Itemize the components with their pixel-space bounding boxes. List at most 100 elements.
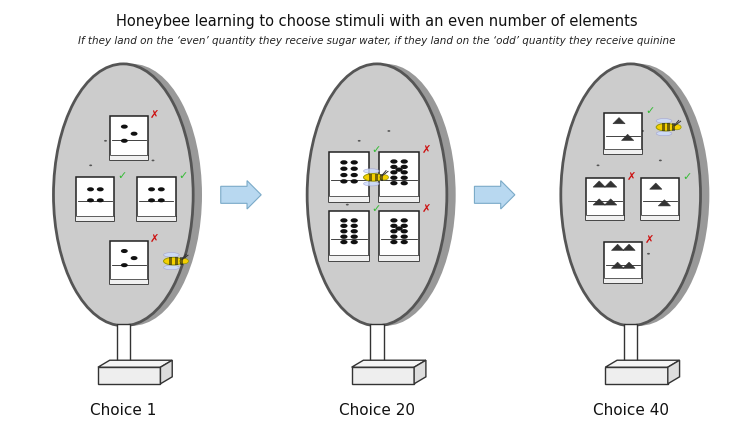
Bar (329, 255, 369, 261)
Ellipse shape (391, 240, 397, 244)
Bar (586, 179, 624, 220)
Ellipse shape (351, 218, 358, 223)
Bar (661, 123, 664, 131)
Ellipse shape (391, 159, 397, 164)
Polygon shape (658, 200, 670, 206)
Polygon shape (414, 360, 426, 384)
Ellipse shape (340, 235, 348, 239)
Bar (329, 152, 369, 202)
Ellipse shape (405, 160, 408, 161)
Ellipse shape (400, 175, 408, 180)
Polygon shape (611, 262, 624, 268)
Ellipse shape (54, 64, 193, 326)
Ellipse shape (395, 226, 403, 231)
Ellipse shape (87, 198, 94, 202)
Text: ✗: ✗ (149, 234, 159, 244)
Polygon shape (593, 181, 605, 187)
Ellipse shape (340, 224, 348, 228)
Bar (179, 257, 182, 265)
Ellipse shape (351, 229, 358, 233)
Ellipse shape (164, 265, 179, 270)
Ellipse shape (97, 198, 104, 202)
Ellipse shape (343, 164, 346, 166)
Ellipse shape (673, 125, 681, 130)
Polygon shape (605, 199, 617, 205)
Bar (110, 155, 149, 160)
Ellipse shape (340, 167, 348, 171)
Ellipse shape (408, 199, 411, 201)
Ellipse shape (97, 187, 104, 191)
Bar (641, 215, 679, 220)
Bar (379, 152, 419, 202)
Ellipse shape (89, 164, 92, 166)
Ellipse shape (148, 198, 155, 202)
Polygon shape (650, 183, 662, 189)
Polygon shape (613, 118, 625, 124)
Ellipse shape (340, 229, 348, 233)
Ellipse shape (656, 118, 672, 123)
Ellipse shape (400, 229, 408, 233)
Polygon shape (161, 360, 172, 384)
Bar (370, 324, 384, 367)
Polygon shape (623, 244, 635, 251)
Ellipse shape (400, 181, 408, 185)
Bar (137, 216, 176, 221)
Ellipse shape (351, 179, 358, 183)
Ellipse shape (130, 256, 137, 260)
Text: ✓: ✓ (645, 106, 654, 116)
Ellipse shape (647, 253, 650, 255)
Bar (605, 367, 668, 384)
Ellipse shape (340, 240, 348, 244)
Ellipse shape (340, 179, 348, 183)
Bar (329, 196, 369, 202)
Ellipse shape (130, 132, 137, 136)
Ellipse shape (357, 140, 360, 142)
Ellipse shape (316, 64, 455, 326)
Text: ✗: ✗ (421, 145, 431, 155)
Text: ✗: ✗ (645, 235, 654, 245)
Bar (380, 174, 382, 181)
Ellipse shape (351, 160, 358, 164)
Text: Choice 40: Choice 40 (593, 404, 669, 419)
Bar (76, 216, 115, 221)
Ellipse shape (599, 204, 602, 206)
Polygon shape (623, 262, 635, 268)
Ellipse shape (179, 259, 188, 264)
Bar (586, 215, 624, 220)
Ellipse shape (307, 64, 447, 326)
Ellipse shape (351, 173, 358, 177)
Polygon shape (611, 244, 624, 251)
Bar (137, 177, 176, 221)
Polygon shape (621, 134, 634, 141)
Ellipse shape (363, 248, 366, 250)
Ellipse shape (400, 170, 408, 175)
Ellipse shape (110, 248, 113, 250)
Ellipse shape (152, 160, 155, 161)
Ellipse shape (121, 263, 127, 267)
Ellipse shape (391, 181, 397, 185)
Ellipse shape (351, 240, 358, 244)
Bar (329, 211, 369, 261)
Bar (379, 255, 419, 261)
Ellipse shape (391, 224, 397, 228)
Ellipse shape (391, 175, 397, 180)
Ellipse shape (121, 139, 127, 143)
Ellipse shape (570, 64, 710, 326)
Ellipse shape (391, 235, 397, 239)
Ellipse shape (596, 164, 599, 166)
Ellipse shape (148, 187, 155, 191)
Ellipse shape (63, 64, 202, 326)
Ellipse shape (158, 187, 164, 191)
Bar (673, 123, 676, 131)
Ellipse shape (656, 123, 676, 131)
Ellipse shape (363, 174, 383, 181)
Ellipse shape (641, 130, 644, 132)
Ellipse shape (400, 235, 408, 239)
Text: ✗: ✗ (627, 172, 636, 183)
Ellipse shape (400, 240, 408, 244)
Ellipse shape (104, 140, 107, 142)
Text: Choice 1: Choice 1 (90, 404, 157, 419)
Ellipse shape (155, 199, 158, 201)
Polygon shape (668, 360, 679, 384)
Ellipse shape (164, 252, 179, 257)
